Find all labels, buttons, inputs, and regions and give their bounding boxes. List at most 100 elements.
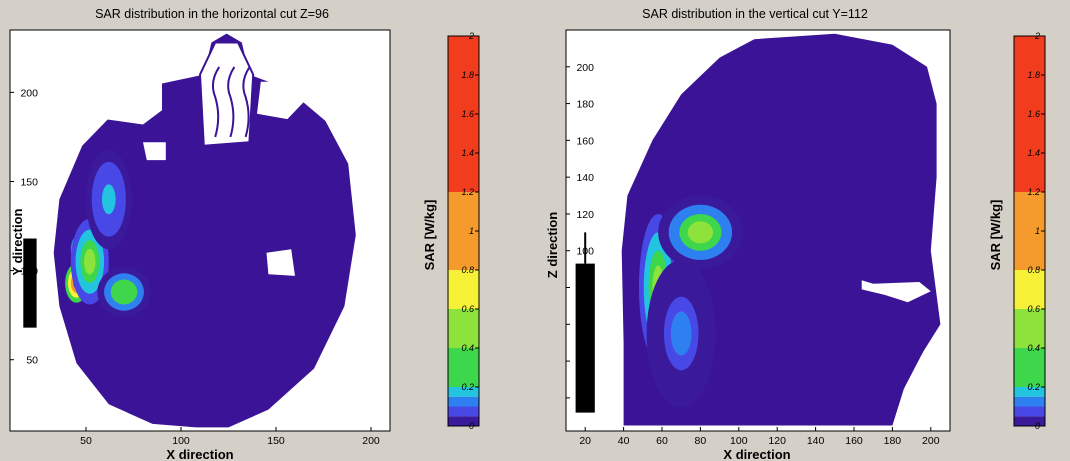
colorbar-band <box>1014 36 1045 192</box>
x-axis-ticks: 20 40 60 80 100 120 140 160 180 200 <box>579 427 940 447</box>
colorbar-tick-label: 0.4 <box>1027 343 1040 353</box>
colorbar-tick-label: 1.4 <box>1027 148 1040 158</box>
colorbar-tick-label: 0 <box>1035 421 1040 431</box>
colorbar-band <box>1014 192 1045 270</box>
colorbar-band <box>448 387 479 397</box>
x-axis-ticks: 50 100 150 200 <box>80 427 380 447</box>
y-tick-label: 60 <box>582 319 594 331</box>
y-axis-label: Z direction <box>545 212 560 279</box>
x-tick-label: 160 <box>845 435 863 447</box>
colorbar-tick-label: 0.4 <box>461 343 474 353</box>
colorbar-ticks: 0 0.2 0.4 0.6 0.8 1 1.2 1.4 1.6 1.8 2 <box>461 31 479 431</box>
sinus-wall <box>242 66 251 138</box>
y-tick-label: 160 <box>576 135 594 147</box>
x-tick-label: 140 <box>807 435 825 447</box>
y-tick-label: 180 <box>576 99 594 111</box>
air-cavity <box>105 74 162 125</box>
x-tick-label: 150 <box>267 435 285 447</box>
sar-hotspots <box>638 195 743 408</box>
y-tick-label: 100 <box>20 266 38 278</box>
colorbar-band <box>448 406 479 417</box>
colorbar-band <box>448 192 479 270</box>
air-cavity <box>266 249 295 276</box>
colorbar-tick-label: 1.6 <box>1027 109 1040 119</box>
x-tick-label: 200 <box>922 435 940 447</box>
colorbar-tick-label: 1.2 <box>1027 187 1040 197</box>
colorbar-band <box>448 396 479 407</box>
colorbar-band <box>1014 270 1045 309</box>
colorbar-tick-label: 1.8 <box>1027 70 1040 80</box>
colorbar-scale <box>1014 36 1045 426</box>
colorbar-tick-label: 1 <box>1035 226 1040 236</box>
sar-map <box>23 33 356 428</box>
nasal-sinus <box>198 41 255 147</box>
y-axis-ticks: 50 100 150 200 <box>10 87 38 367</box>
x-tick-label: 100 <box>730 435 748 447</box>
phone-antenna <box>23 238 37 328</box>
colorbar-tick-label: 0.8 <box>1027 265 1040 275</box>
sinus-wall <box>211 66 221 138</box>
colorbar-band <box>448 36 479 192</box>
x-tick-label: 80 <box>695 435 707 447</box>
y-tick-label: 40 <box>582 356 594 368</box>
colorbar-tick-label: 2 <box>1034 31 1040 41</box>
y-axis-ticks: 20 40 60 80 100 120 140 160 180 200 <box>566 62 594 405</box>
x-tick-label: 40 <box>618 435 630 447</box>
y-tick-label: 140 <box>576 172 594 184</box>
colorbar: 0 0.2 0.4 0.6 0.8 1 1.2 1.4 1.6 1.8 2 SAR [W/kg] <box>988 31 1046 431</box>
air-cavity <box>143 142 166 161</box>
colorbar-label: SAR [W/kg] <box>988 200 1003 271</box>
colorbar-scale <box>448 36 479 426</box>
x-tick-label: 100 <box>172 435 190 447</box>
chart-title: SAR distribution in the vertical cut Y=1… <box>642 7 868 21</box>
colorbar-label: SAR [W/kg] <box>422 200 437 271</box>
sar-hotspots <box>65 149 151 317</box>
x-axis-label: X direction <box>723 447 790 461</box>
sar-hotspot <box>84 248 96 275</box>
phone-antenna <box>575 263 595 413</box>
colorbar-band <box>448 416 479 426</box>
y-tick-label: 80 <box>582 283 594 295</box>
colorbar-band <box>1014 309 1045 348</box>
y-tick-label: 120 <box>576 209 594 221</box>
colorbar-band <box>1014 387 1045 397</box>
colorbar-band <box>1014 396 1045 407</box>
colorbar-band <box>448 348 479 387</box>
sar-hotspot <box>670 311 692 356</box>
colorbar-tick-label: 2 <box>468 31 474 41</box>
x-tick-label: 120 <box>768 435 786 447</box>
y-tick-label: 200 <box>20 87 38 99</box>
colorbar-tick-label: 0 <box>469 421 474 431</box>
colorbar-band <box>448 270 479 309</box>
x-tick-label: 200 <box>362 435 380 447</box>
y-axis-label: Y direction <box>10 208 25 275</box>
colorbar-band <box>1014 406 1045 417</box>
colorbar-ticks: 0 0.2 0.4 0.6 0.8 1 1.2 1.4 1.6 1.8 2 <box>1027 31 1045 431</box>
colorbar-tick-label: 0.8 <box>461 265 474 275</box>
colorbar: 0 0.2 0.4 0.6 0.8 1 1.2 1.4 1.6 1.8 2 SAR [W/kg] <box>422 31 480 431</box>
colorbar-tick-label: 1 <box>469 226 474 236</box>
y-tick-label: 100 <box>576 246 594 258</box>
x-tick-label: 60 <box>656 435 668 447</box>
panel-vertical-cut: SAR distribution in the vertical cut Y=1… <box>545 7 1046 461</box>
sar-hotspot <box>687 221 714 244</box>
x-tick-label: 50 <box>80 435 92 447</box>
y-tick-label: 200 <box>576 62 594 74</box>
y-tick-label: 50 <box>26 355 38 367</box>
colorbar-tick-label: 1.6 <box>461 109 474 119</box>
panel-horizontal-cut: SAR distribution in the horizontal cut Z… <box>9 7 480 461</box>
sar-hotspot <box>101 184 116 215</box>
sinus-wall <box>227 66 236 138</box>
air-cavity <box>861 280 931 303</box>
colorbar-tick-label: 0.6 <box>1027 304 1040 314</box>
y-tick-label: 150 <box>20 176 38 188</box>
colorbar-tick-label: 0.6 <box>461 304 474 314</box>
colorbar-tick-label: 0.2 <box>461 382 474 392</box>
sar-map <box>575 33 941 426</box>
colorbar-tick-label: 1.8 <box>461 70 474 80</box>
colorbar-band <box>448 309 479 348</box>
x-axis-label: X direction <box>166 447 233 461</box>
colorbar-band <box>1014 416 1045 426</box>
sar-hotspot <box>116 284 132 300</box>
